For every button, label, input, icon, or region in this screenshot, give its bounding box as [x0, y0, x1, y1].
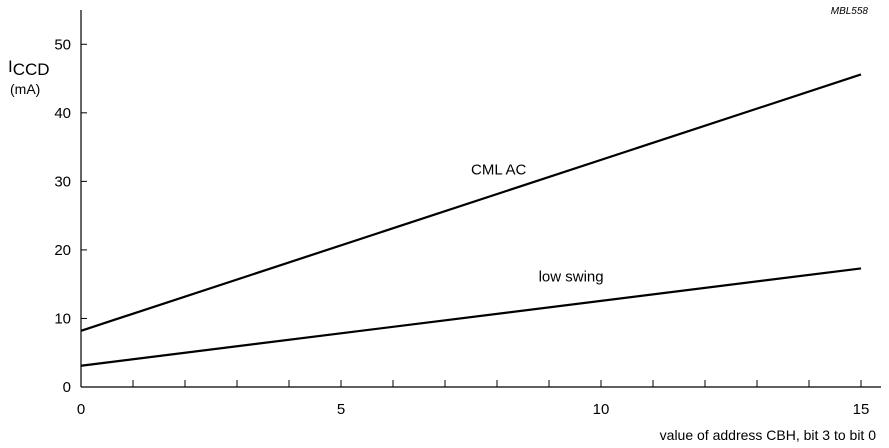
series-label-1: CML AC [471, 162, 526, 179]
y-tick-label: 30 [54, 173, 71, 190]
y-axis-title: ICCD [8, 57, 50, 79]
y-axis-subscript: CCD [13, 60, 50, 79]
y-tick-label: 10 [54, 310, 71, 327]
y-axis-symbol: I [8, 57, 13, 76]
y-axis-unit: (mA) [10, 81, 40, 97]
y-tick-label: 20 [54, 242, 71, 259]
figure-code: MBL558 [831, 6, 869, 17]
ticks: 0 10 20 30 40 50 0 5 10 15 [54, 36, 869, 418]
x-tick-label: 10 [593, 401, 610, 418]
series-label-2: low swing [539, 268, 604, 285]
y-tick-label: 40 [54, 105, 71, 122]
y-tick-label: 50 [54, 36, 71, 53]
series-lines: CML AC low swing [80, 73, 862, 367]
x-axis-title: value of address CBH, bit 3 to bit 0 [660, 427, 877, 443]
x-tick-label: 0 [77, 401, 85, 418]
y-tick-label: 0 [63, 379, 71, 396]
axes [80, 10, 881, 388]
x-tick-label: 15 [853, 401, 870, 418]
x-tick-label: 5 [337, 401, 345, 418]
series-line-2 [80, 267, 862, 367]
series-line-1 [80, 73, 862, 332]
